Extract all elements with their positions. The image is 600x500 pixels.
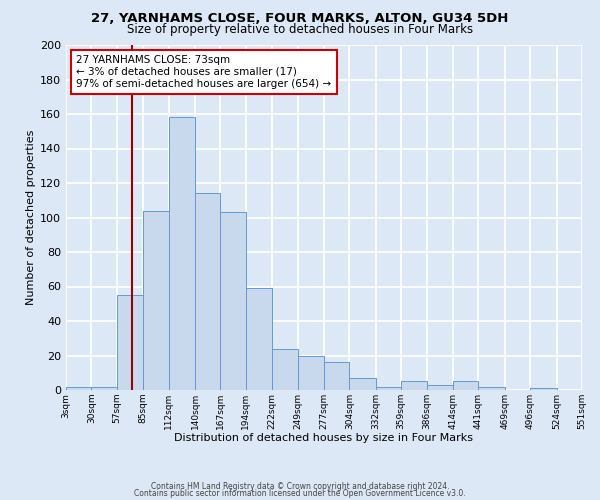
Bar [349, 378, 376, 390]
Bar [195, 194, 220, 390]
Text: Contains HM Land Registry data © Crown copyright and database right 2024.: Contains HM Land Registry data © Crown c… [151, 482, 449, 491]
Text: Size of property relative to detached houses in Four Marks: Size of property relative to detached ho… [127, 22, 473, 36]
Bar [272, 348, 298, 390]
Text: 27 YARNHAMS CLOSE: 73sqm
← 3% of detached houses are smaller (17)
97% of semi-de: 27 YARNHAMS CLOSE: 73sqm ← 3% of detache… [76, 56, 331, 88]
Bar [169, 118, 195, 390]
Bar [220, 212, 246, 390]
Bar [91, 386, 117, 390]
Text: Contains public sector information licensed under the Open Government Licence v3: Contains public sector information licen… [134, 489, 466, 498]
Bar [478, 386, 505, 390]
Bar [66, 386, 91, 390]
Text: 27, YARNHAMS CLOSE, FOUR MARKS, ALTON, GU34 5DH: 27, YARNHAMS CLOSE, FOUR MARKS, ALTON, G… [91, 12, 509, 26]
Bar [453, 382, 478, 390]
Y-axis label: Number of detached properties: Number of detached properties [26, 130, 36, 305]
Bar [376, 386, 401, 390]
Bar [246, 288, 272, 390]
Bar [117, 295, 143, 390]
X-axis label: Distribution of detached houses by size in Four Marks: Distribution of detached houses by size … [175, 434, 473, 444]
Bar [298, 356, 324, 390]
Bar [143, 210, 169, 390]
Bar [582, 388, 600, 390]
Bar [427, 385, 453, 390]
Bar [530, 388, 557, 390]
Bar [324, 362, 349, 390]
Bar [401, 382, 427, 390]
